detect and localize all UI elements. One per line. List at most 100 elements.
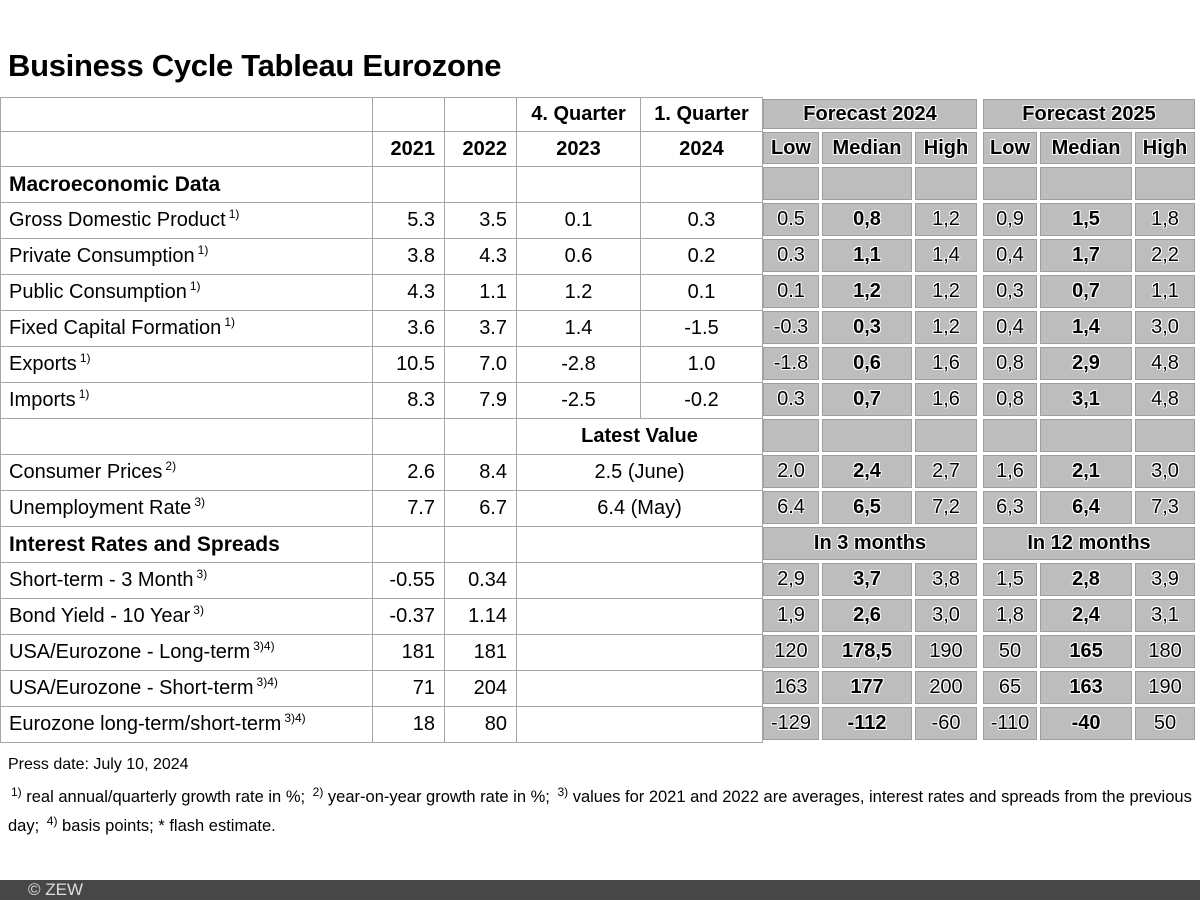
value-cell: -2.5 (517, 383, 641, 419)
value-cell: 71 (373, 671, 445, 707)
forecast-cell: 1,1 (1135, 275, 1198, 311)
forecast-cell: 3,7 (822, 563, 915, 599)
row-label: Unemployment Rate 3) (0, 491, 373, 527)
forecast-cell: -40 (1040, 707, 1136, 743)
value-cell: 7.0 (445, 347, 517, 383)
forecast-cell: 65 (983, 671, 1041, 707)
row-label: Short-term - 3 Month 3) (0, 563, 373, 599)
column-header-low: Low (983, 132, 1041, 167)
value-cell (517, 167, 641, 203)
forecast-cell: 2,9 (1040, 347, 1136, 383)
forecast-cell: 0.5 (763, 203, 822, 239)
forecast-cell: 0.1 (763, 275, 822, 311)
forecast-cell: 0,7 (1040, 275, 1136, 311)
forecast-cell: 2,8 (1040, 563, 1136, 599)
value-cell: 18 (373, 707, 445, 743)
forecast-cell (983, 167, 1041, 203)
footnote-text: 1) real annual/quarterly growth rate in … (8, 784, 1192, 836)
forecast-cell: 6,4 (1040, 491, 1136, 527)
forecast-cell: 2,4 (822, 455, 915, 491)
forecast-cell: 1,5 (1040, 203, 1136, 239)
value-cell: -0.2 (641, 383, 763, 419)
section-label: Macroeconomic Data (0, 167, 373, 203)
forecast-cell: 50 (1135, 707, 1198, 743)
forecast-cell: 3,0 (1135, 311, 1198, 347)
forecast-cell (1135, 419, 1198, 455)
forecast-cell: 6,5 (822, 491, 915, 527)
forecast-cell: 0,8 (983, 347, 1041, 383)
forecast-cell: 200 (915, 671, 984, 707)
forecast-cell: 178,5 (822, 635, 915, 671)
forecast-cell: 0,9 (983, 203, 1041, 239)
forecast-cell: -60 (915, 707, 984, 743)
column-header-quarter: 1. Quarter (641, 97, 763, 132)
copyright-text: © ZEW (28, 880, 84, 899)
value-cell (517, 599, 763, 635)
value-cell: 6.7 (445, 491, 517, 527)
forecast-cell: 1,4 (915, 239, 984, 275)
forecast-cell: 1,7 (1040, 239, 1136, 275)
value-cell (445, 419, 517, 455)
forecast-cell: 4,8 (1135, 347, 1198, 383)
value-cell (517, 527, 763, 563)
row-label: Eurozone long-term/short-term 3)4) (0, 707, 373, 743)
forecast-cell: 177 (822, 671, 915, 707)
row-label: Imports 1) (0, 383, 373, 419)
group-header-forecast: Forecast 2025 (983, 97, 1198, 132)
forecast-cell: 0,7 (822, 383, 915, 419)
value-cell: 0.2 (641, 239, 763, 275)
forecast-cell: 190 (1135, 671, 1198, 707)
value-cell (373, 527, 445, 563)
column-header (445, 97, 517, 132)
latest-value-cell: 2.5 (June) (517, 455, 763, 491)
row-label: Fixed Capital Formation 1) (0, 311, 373, 347)
value-cell: -2.8 (517, 347, 641, 383)
value-cell: 181 (373, 635, 445, 671)
forecast-cell (822, 419, 915, 455)
row-label (0, 419, 373, 455)
value-cell (517, 563, 763, 599)
value-cell: -1.5 (641, 311, 763, 347)
forecast-cell: 0.3 (763, 383, 822, 419)
section-label: Interest Rates and Spreads (0, 527, 373, 563)
group-header-horizon: In 12 months (983, 527, 1198, 563)
value-cell: -0.37 (373, 599, 445, 635)
value-cell: 4.3 (373, 275, 445, 311)
row-label: Gross Domestic Product 1) (0, 203, 373, 239)
forecast-cell: 3,8 (915, 563, 984, 599)
value-cell: 5.3 (373, 203, 445, 239)
value-cell: 10.5 (373, 347, 445, 383)
forecast-cell: 1,6 (915, 347, 984, 383)
value-cell: 3.7 (445, 311, 517, 347)
forecast-cell: 3,0 (915, 599, 984, 635)
forecast-cell: 2,6 (822, 599, 915, 635)
value-cell: 80 (445, 707, 517, 743)
column-header-year: 2021 (373, 132, 445, 167)
forecast-cell: 163 (1040, 671, 1136, 707)
table-header: 4. Quarter 1. Quarter Forecast 2024 Forecas… (0, 97, 1198, 167)
forecast-cell: 0,4 (983, 239, 1041, 275)
value-cell: 204 (445, 671, 517, 707)
footer-bar: © ZEW (0, 880, 1200, 900)
forecast-cell (1040, 167, 1136, 203)
forecast-cell: 0,3 (822, 311, 915, 347)
forecast-cell: 2.0 (763, 455, 822, 491)
footnotes-section: Press date: July 10, 2024 1) real annual… (8, 756, 1192, 841)
row-label: Private Consumption 1) (0, 239, 373, 275)
forecast-cell: 1,1 (822, 239, 915, 275)
forecast-cell (763, 167, 822, 203)
value-cell: 7.7 (373, 491, 445, 527)
forecast-cell: 0,3 (983, 275, 1041, 311)
forecast-cell: 1,2 (915, 203, 984, 239)
tableau-table: 4. Quarter 1. Quarter Forecast 2024 Forecas… (0, 97, 1198, 743)
forecast-cell: -129 (763, 707, 822, 743)
value-cell: 8.3 (373, 383, 445, 419)
value-cell: -0.55 (373, 563, 445, 599)
column-header-median: Median (1040, 132, 1136, 167)
value-cell: 3.6 (373, 311, 445, 347)
latest-value-cell: 6.4 (May) (517, 491, 763, 527)
value-cell: 0.1 (641, 275, 763, 311)
group-header-forecast: Forecast 2024 (763, 97, 984, 132)
forecast-cell: -110 (983, 707, 1041, 743)
forecast-cell: 6.4 (763, 491, 822, 527)
